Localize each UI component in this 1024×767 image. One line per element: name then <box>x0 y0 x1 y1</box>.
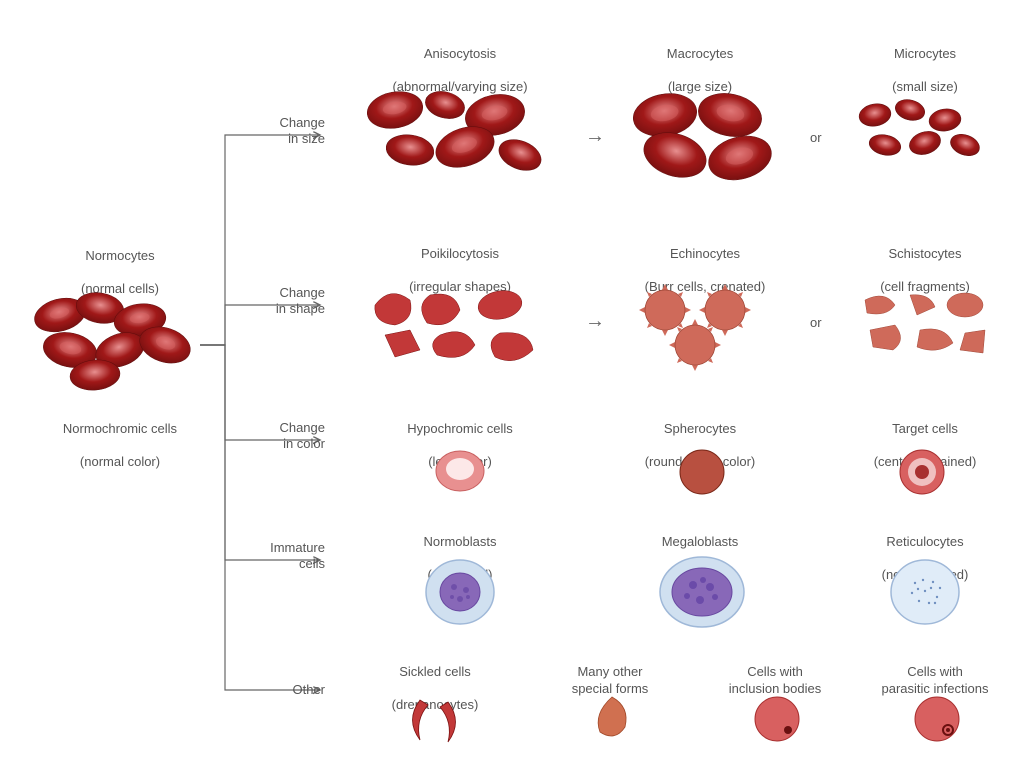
macrocytes-cells <box>620 80 790 195</box>
cat-color: Change in color <box>255 420 325 453</box>
parasite-label: Cells with parasitic infections <box>860 648 1010 697</box>
arrow-size-1: → <box>585 125 605 148</box>
normoblast-cell <box>420 555 500 635</box>
special-cell <box>585 692 640 752</box>
echinocytes-cells <box>625 275 795 380</box>
target-cell <box>895 445 950 505</box>
anisocytosis-cells <box>355 75 565 195</box>
normochromic-title: Normochromic cells <box>63 421 177 436</box>
normochromic-label: Normochromic cells (normal color) <box>40 405 200 470</box>
normocytes-cells <box>20 280 210 405</box>
or-size: or <box>810 130 822 145</box>
reticulocyte-cell <box>885 555 965 635</box>
cat-immature: Immature cells <box>255 540 325 573</box>
sickle-cell <box>400 690 470 755</box>
megaloblast-cell <box>655 552 750 637</box>
spherocyte-cell <box>675 445 730 505</box>
arrow-shape-1: → <box>585 310 605 333</box>
normocytes-title: Normocytes <box>85 248 154 263</box>
inclusion-cell <box>750 692 805 752</box>
inclusion-label: Cells with inclusion bodies <box>700 648 850 697</box>
poikilocytosis-cells <box>355 275 565 380</box>
normochromic-sub: (normal color) <box>80 454 160 469</box>
or-shape: or <box>810 315 822 330</box>
schistocytes-cells <box>845 275 1005 380</box>
cat-other: Other <box>255 682 325 698</box>
hypochromic-cell <box>430 445 490 505</box>
cat-shape: Change in shape <box>255 285 325 318</box>
cat-size: Change in size <box>255 115 325 148</box>
special-label: Many other special forms <box>540 648 680 697</box>
parasite-cell <box>910 692 965 752</box>
microcytes-cells <box>845 85 1005 190</box>
